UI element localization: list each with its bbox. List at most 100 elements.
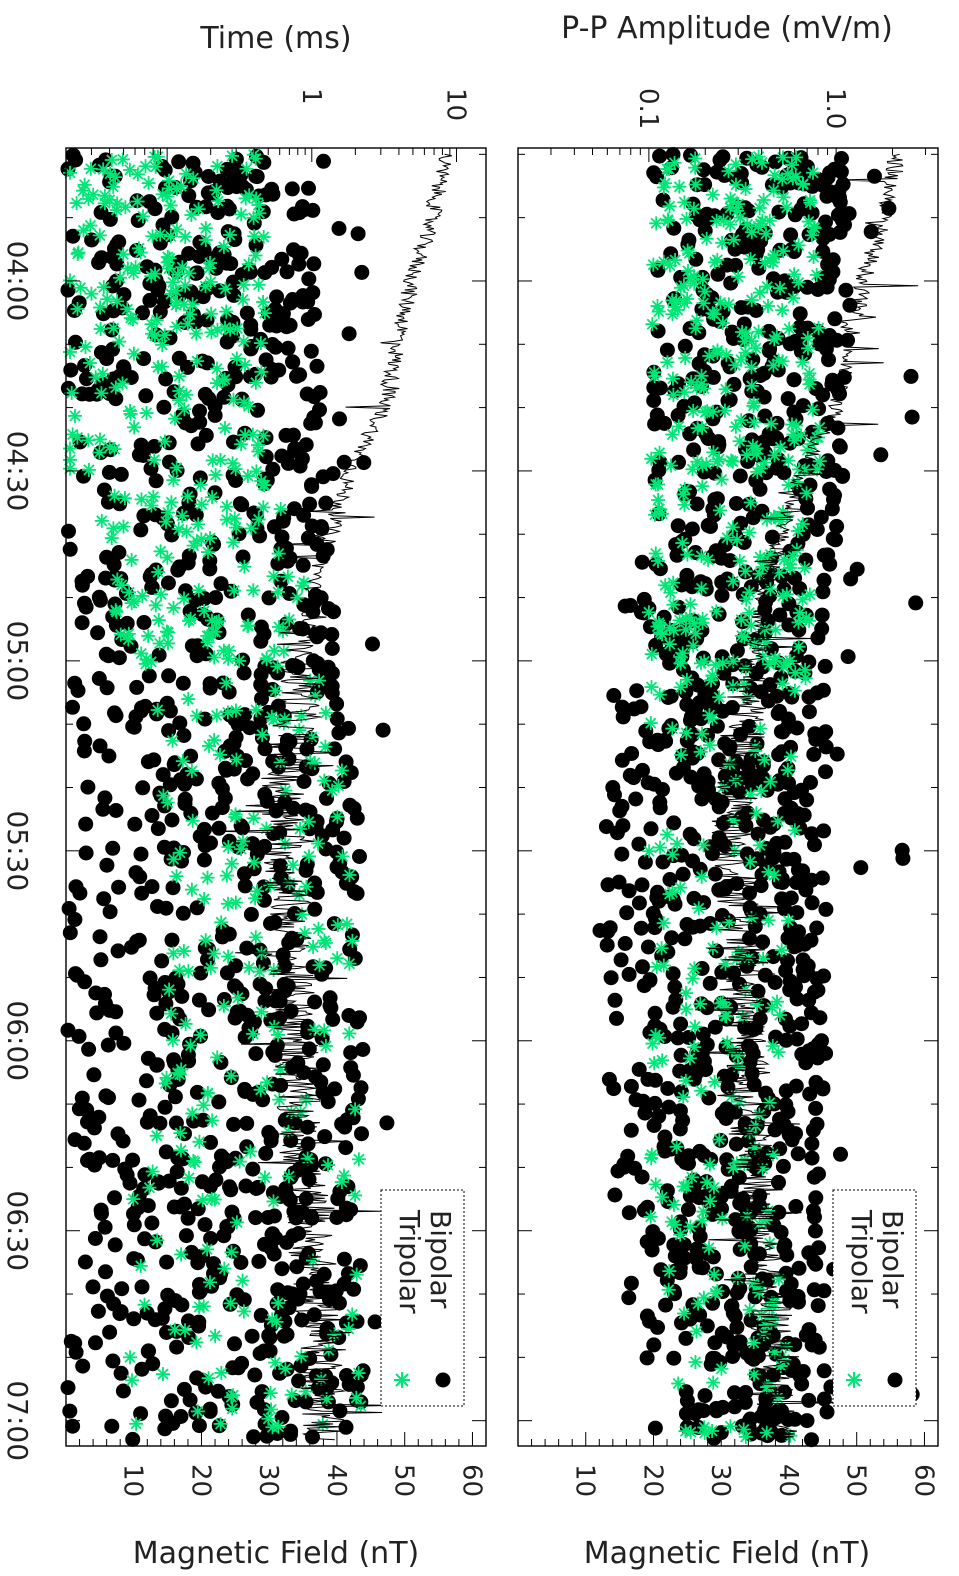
right-bipolar-point — [829, 518, 845, 534]
right-bipolar-point — [607, 1187, 623, 1203]
right-bipolar-point — [808, 1190, 824, 1206]
right-tripolar-point — [785, 417, 799, 432]
right-bipolar-point — [621, 1205, 637, 1221]
right-tripolar-point — [669, 293, 684, 308]
left-bipolar-point — [313, 1074, 329, 1090]
left-bipolar-point — [264, 1128, 280, 1144]
left-tripolar-point — [159, 514, 173, 529]
left-tripolar-point — [154, 359, 169, 374]
right-bipolar-point — [789, 1031, 805, 1047]
left-bipolar-point — [350, 226, 366, 242]
left-tripolar-point — [145, 229, 160, 244]
left-bipolar-point — [65, 228, 81, 244]
left-tripolar-point — [156, 788, 171, 803]
right-tripolar-point — [644, 680, 659, 695]
left-bipolar-point — [78, 816, 94, 832]
left-bipolar-point — [111, 879, 127, 895]
right-bipolar-point — [780, 719, 796, 735]
right-bipolar-point — [617, 936, 633, 951]
right-tripolar-point — [730, 532, 744, 547]
left-bipolar-point — [349, 810, 365, 826]
left-tripolar-point — [226, 535, 241, 550]
left-legend-tripolar-marker — [394, 1372, 410, 1388]
right-tripolar-point — [644, 451, 659, 466]
right-bipolar-point — [614, 699, 630, 715]
left-tripolar-point — [238, 191, 253, 206]
left-bipolar-point — [247, 1367, 263, 1383]
left-tripolar-point — [223, 1296, 238, 1311]
right-tripolar-point — [761, 299, 775, 313]
left-bipolar-point — [111, 650, 127, 666]
left-tripolar-point — [170, 267, 185, 282]
left-tripolar-point — [192, 1134, 207, 1149]
right-tripolar-point — [676, 487, 691, 502]
left-bipolar-point — [72, 885, 88, 901]
left-bipolar-point — [158, 371, 174, 387]
right-bipolar-point — [631, 836, 647, 852]
right-bipolar-point — [840, 649, 856, 665]
right-tripolar-point — [704, 673, 719, 688]
left-bipolar-point — [156, 839, 172, 855]
left-tripolar-point — [185, 1106, 200, 1121]
time-tick-label: 05:30 — [1, 810, 34, 891]
left-bipolar-point — [228, 473, 244, 488]
left-bipolar-point — [96, 482, 112, 498]
left-bipolar-point — [122, 1175, 138, 1191]
left-tripolar-point — [245, 427, 260, 442]
left-tripolar-point — [270, 659, 285, 674]
left-bipolar-point — [284, 181, 300, 197]
right-tripolar-point — [700, 404, 715, 419]
right-bipolar-point — [815, 177, 831, 193]
right-tripolar-point — [795, 177, 810, 192]
left-tripolar-point — [330, 809, 345, 824]
left-bottom-tick-label: 10 — [118, 1464, 148, 1497]
left-bipolar-point — [131, 932, 147, 948]
right-bipolar-point — [742, 900, 758, 916]
left-bipolar-point — [78, 845, 94, 861]
right-tripolar-point — [744, 293, 759, 307]
right-bipolar-point — [783, 227, 799, 243]
right-tripolar-point — [784, 158, 799, 172]
left-bipolar-point — [107, 241, 122, 257]
left-tripolar-point — [331, 778, 346, 793]
left-tripolar-point — [266, 1194, 281, 1209]
right-tripolar-point — [712, 690, 727, 705]
left-tripolar-point — [114, 578, 129, 592]
left-bipolar-point — [287, 906, 302, 921]
left-bipolar-point — [88, 985, 104, 1001]
right-bipolar-point — [732, 1280, 748, 1296]
right-tripolar-point — [656, 180, 671, 195]
right-bipolar-point — [640, 939, 656, 955]
left-bipolar-point — [155, 217, 171, 233]
left-tripolar-point — [330, 918, 345, 933]
left-tripolar-point — [230, 321, 245, 336]
left-bipolar-point — [92, 592, 108, 608]
left-tripolar-point — [141, 628, 156, 643]
right-tripolar-point — [730, 1271, 745, 1285]
right-bipolar-point — [766, 844, 782, 860]
left-tripolar-point — [151, 613, 166, 628]
right-bipolar-point — [617, 598, 633, 614]
right-bipolar-point — [804, 1150, 820, 1166]
right-bipolar-point — [707, 866, 723, 882]
right-bottom-ticks: 10 20 30 40 50 60 — [517, 1432, 939, 1497]
right-tripolar-point — [762, 1095, 777, 1110]
right-tripolar-point — [761, 864, 776, 879]
right-tripolar-point — [726, 574, 741, 589]
right-tripolar-point — [683, 1425, 698, 1440]
right-bipolar-point — [765, 949, 781, 965]
left-bipolar-point — [211, 1094, 227, 1110]
right-tripolar-point — [673, 656, 688, 671]
left-tripolar-point — [148, 598, 163, 613]
left-tripolar-point — [210, 159, 225, 174]
left-bipolar-point — [181, 188, 197, 204]
left-bipolar-point — [157, 1421, 173, 1437]
left-bipolar-point — [232, 496, 248, 512]
left-bipolar-point — [251, 1253, 267, 1269]
left-tripolar-point — [335, 849, 350, 864]
right-tripolar-point — [751, 149, 766, 164]
left-tripolar-point — [130, 194, 145, 209]
left-tripolar-point — [282, 612, 297, 627]
right-tripolar-point — [671, 1376, 686, 1391]
left-bipolar-point — [197, 838, 213, 854]
